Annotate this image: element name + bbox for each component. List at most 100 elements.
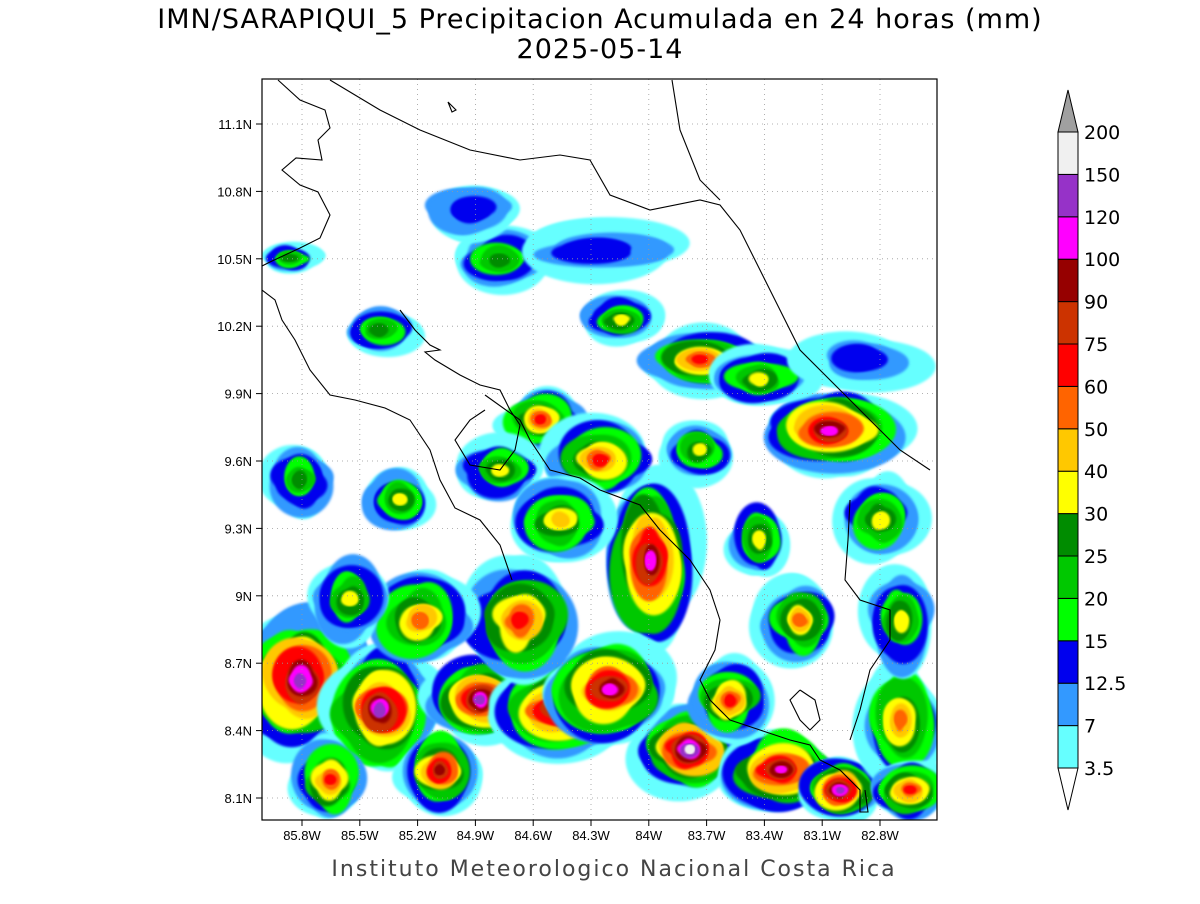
colorbar-box xyxy=(1057,428,1079,472)
colorbar-over xyxy=(1057,89,1079,133)
colorbar-box xyxy=(1057,258,1079,303)
axis-ticks: 85.8W 85.5W 85.2W 84.9W 84.6W 84.3W 84W 83.7W 83… xyxy=(217,117,899,843)
precip-area xyxy=(895,713,907,727)
coastline xyxy=(399,309,521,471)
coastline xyxy=(671,79,721,201)
colorbar-label: 75 xyxy=(1084,334,1108,356)
lon-tick-label: 83.1W xyxy=(803,828,841,843)
precip-area xyxy=(594,456,607,466)
lat-tick-label: 8.7N xyxy=(225,656,252,671)
precip-area xyxy=(615,314,628,326)
precip-area xyxy=(435,766,444,774)
lat-tick-label: 11.1N xyxy=(218,117,252,132)
precip-area xyxy=(283,254,299,262)
coastline xyxy=(262,79,331,267)
precip-area xyxy=(551,241,631,265)
colorbar-box xyxy=(1057,640,1079,684)
precip-area xyxy=(294,675,307,686)
precip-area xyxy=(646,550,656,570)
colorbar-box xyxy=(1057,682,1079,727)
precip-area xyxy=(754,374,768,385)
coastlines xyxy=(262,79,931,813)
lat-tick-label: 9.9N xyxy=(225,387,252,402)
precip-area xyxy=(685,744,695,754)
colorbar-label: 12.5 xyxy=(1084,673,1126,695)
map-title: IMN/SARAPIQUI_5 Precipitacion Acumulada … xyxy=(157,4,1042,35)
precip-area xyxy=(603,684,619,696)
precip-area xyxy=(413,613,429,629)
lat-tick-label: 10.2N xyxy=(217,319,252,334)
precip-area xyxy=(553,512,570,528)
lon-tick-label: 83.4W xyxy=(746,828,784,843)
colorbar-label: 100 xyxy=(1084,249,1120,271)
precip-area xyxy=(692,443,705,456)
coastline xyxy=(262,289,513,581)
colorbar-box xyxy=(1057,385,1079,430)
precip-area xyxy=(452,203,491,222)
colorbar-label: 7 xyxy=(1084,716,1096,738)
precip-area xyxy=(476,697,484,705)
precip-area xyxy=(752,531,766,548)
colorbar-box xyxy=(1057,343,1079,387)
colorbar-under xyxy=(1057,767,1079,811)
map-date: 2025-05-14 xyxy=(517,34,684,65)
precip-area xyxy=(692,355,707,365)
precip-area xyxy=(904,786,915,793)
colorbar-box xyxy=(1057,131,1079,175)
footer: Instituto Meteorologico Nacional Costa R… xyxy=(331,857,896,882)
colorbar-box xyxy=(1057,470,1079,515)
precip-area xyxy=(820,426,837,436)
colorbar-label: 20 xyxy=(1084,588,1108,610)
precip-area xyxy=(374,706,385,715)
lon-tick-label: 84.3W xyxy=(572,828,610,843)
lat-tick-label: 8.4N xyxy=(225,724,252,739)
precip-area xyxy=(393,495,408,505)
colorbar-label: 120 xyxy=(1084,207,1120,229)
precip-area xyxy=(512,612,524,629)
precip-area xyxy=(372,323,387,336)
graticule xyxy=(262,79,937,820)
colorbar-box xyxy=(1057,216,1079,260)
colorbar-label: 30 xyxy=(1084,504,1108,526)
precip-area xyxy=(775,766,786,773)
lake-shore xyxy=(329,79,931,471)
precip-area xyxy=(895,610,908,630)
lat-tick-label: 10.8N xyxy=(217,184,252,199)
colorbar-label: 50 xyxy=(1084,419,1108,441)
precipitation-field xyxy=(262,185,937,820)
precip-area xyxy=(489,256,510,267)
lat-tick-label: 9N xyxy=(235,589,252,604)
precip-area xyxy=(839,347,888,372)
colorbar-label: 200 xyxy=(1084,122,1120,144)
lon-tick-label: 85.2W xyxy=(399,828,437,843)
border xyxy=(484,394,869,813)
lat-tick-label: 8.1N xyxy=(225,791,252,806)
precip-area xyxy=(293,473,307,485)
lat-tick-label: 9.3N xyxy=(225,521,252,536)
precip-area xyxy=(535,416,545,424)
colorbar-box xyxy=(1057,597,1079,642)
colorbar: 3.5 7 12.5 15 20 25 30 40 50 60 75 90 100 120 150 200 xyxy=(1057,89,1126,811)
colorbar-label: 15 xyxy=(1084,631,1108,653)
colorbar-label: 40 xyxy=(1084,461,1108,483)
precip-area xyxy=(324,775,335,785)
colorbar-label: 60 xyxy=(1084,376,1108,398)
lat-tick-label: 9.6N xyxy=(225,454,252,469)
colorbar-box xyxy=(1057,301,1079,345)
colorbar-box xyxy=(1057,513,1079,557)
precip-area xyxy=(725,697,735,706)
colorbar-label: 3.5 xyxy=(1084,758,1114,780)
lon-tick-label: 85.5W xyxy=(341,828,379,843)
lon-tick-label: 84W xyxy=(635,828,662,843)
coastline xyxy=(844,499,891,741)
coastline xyxy=(789,689,821,731)
colorbar-box xyxy=(1057,725,1079,769)
lon-tick-label: 85.8W xyxy=(283,828,321,843)
lon-tick-label: 82.8W xyxy=(861,828,899,843)
lon-tick-label: 84.6W xyxy=(514,828,552,843)
precip-area xyxy=(343,591,357,605)
colorbar-box xyxy=(1057,555,1079,599)
lon-tick-label: 83.7W xyxy=(688,828,726,843)
map-frame xyxy=(261,78,938,821)
colorbar-label: 90 xyxy=(1084,292,1108,314)
